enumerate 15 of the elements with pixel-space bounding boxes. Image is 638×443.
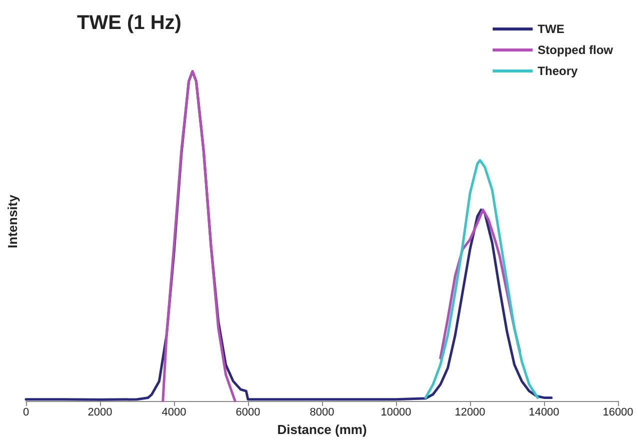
x-tick-label: 12000	[454, 406, 486, 418]
legend-label: TWE	[538, 22, 564, 36]
legend-label: Theory	[538, 64, 578, 78]
x-tick-label: 8000	[310, 406, 334, 418]
x-tick-label: 2000	[88, 406, 112, 418]
legend-label: Stopped flow	[538, 43, 614, 57]
x-tick-label: 4000	[162, 406, 186, 418]
x-tick-label: 16000	[602, 406, 634, 418]
chart-title: TWE (1 Hz)	[77, 12, 182, 34]
x-tick-label: 14000	[528, 406, 560, 418]
x-axis-title: Distance (mm)	[277, 422, 367, 437]
x-tick-label: 0	[22, 406, 30, 418]
x-tick-label: 10000	[380, 406, 412, 418]
x-tick-label: 6000	[236, 406, 260, 418]
y-axis-title: Intensity	[5, 194, 20, 248]
